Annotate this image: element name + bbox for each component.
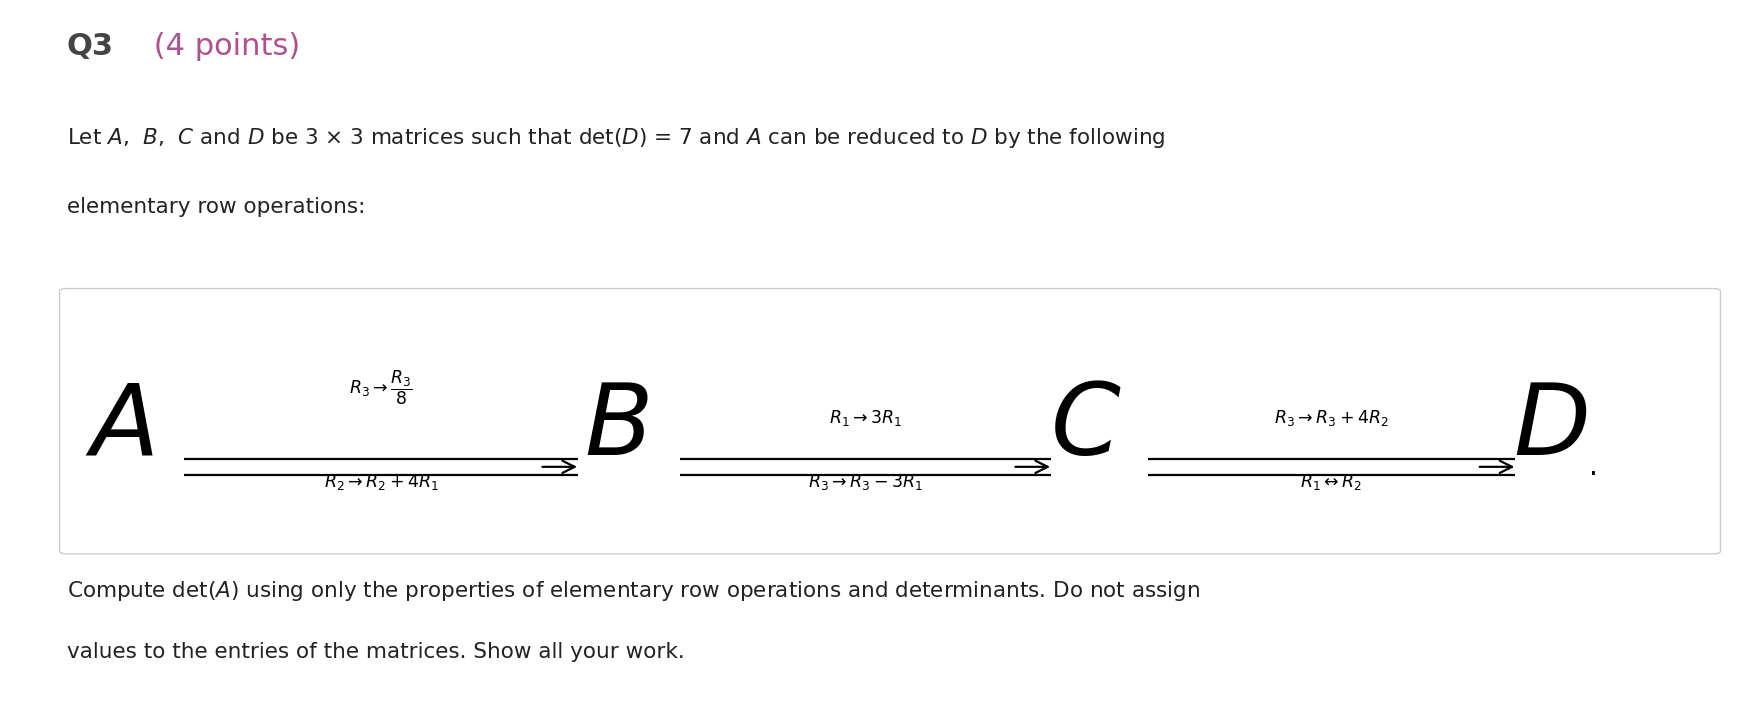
Text: $R_1 \leftrightarrow R_2$: $R_1 \leftrightarrow R_2$	[1300, 472, 1363, 492]
Text: (4 points): (4 points)	[144, 32, 300, 60]
Text: $R_2 \rightarrow R_2 + 4R_1$: $R_2 \rightarrow R_2 + 4R_1$	[324, 472, 438, 492]
Text: Compute det($\mathit{A}$) using only the properties of elementary row operations: Compute det($\mathit{A}$) using only the…	[67, 579, 1200, 603]
Text: .: .	[1589, 453, 1598, 481]
Text: $R_3 \rightarrow R_3 + 4R_2$: $R_3 \rightarrow R_3 + 4R_2$	[1274, 409, 1389, 428]
Text: Q3: Q3	[67, 32, 114, 60]
Text: $\mathit{B}$: $\mathit{B}$	[585, 380, 648, 476]
Text: values to the entries of the matrices. Show all your work.: values to the entries of the matrices. S…	[67, 642, 685, 662]
Text: $R_1 \rightarrow 3R_1$: $R_1 \rightarrow 3R_1$	[829, 409, 902, 428]
Text: $R_3 \rightarrow \dfrac{R_3}{8}$: $R_3 \rightarrow \dfrac{R_3}{8}$	[349, 369, 413, 407]
FancyBboxPatch shape	[60, 289, 1720, 554]
Text: $\mathit{D}$: $\mathit{D}$	[1514, 380, 1587, 476]
Text: $\mathit{A}$: $\mathit{A}$	[84, 380, 154, 476]
Text: $\mathit{C}$: $\mathit{C}$	[1051, 380, 1121, 476]
Text: $R_3 \rightarrow R_3 - 3R_1$: $R_3 \rightarrow R_3 - 3R_1$	[808, 472, 923, 492]
Text: elementary row operations:: elementary row operations:	[67, 197, 364, 216]
Text: Let $\mathit{A}$,  $\mathit{B}$,  $\mathit{C}$ and $\mathit{D}$ be 3 $\times$ 3 : Let $\mathit{A}$, $\mathit{B}$, $\mathit…	[67, 126, 1165, 150]
